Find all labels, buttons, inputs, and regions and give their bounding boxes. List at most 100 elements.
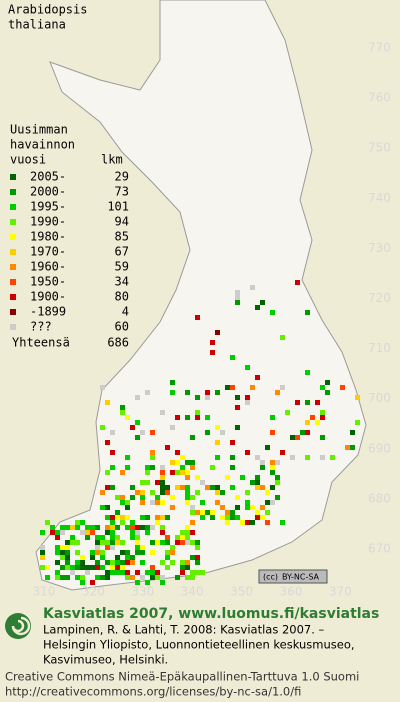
occurrence-square <box>185 560 190 565</box>
occurrence-square <box>270 430 275 435</box>
occurrence-square <box>105 440 110 445</box>
occurrence-square <box>105 575 110 580</box>
occurrence-square <box>110 525 115 530</box>
occurrence-square <box>120 520 125 525</box>
occurrence-square <box>120 550 125 555</box>
occurrence-square <box>105 485 110 490</box>
occurrence-square <box>75 575 80 580</box>
occurrence-square <box>180 470 185 475</box>
legend-heading: Uusimman <box>10 123 68 137</box>
occurrence-square <box>255 375 260 380</box>
occurrence-square <box>260 505 265 510</box>
occurrence-square <box>215 485 220 490</box>
grid-y-label: 680 <box>368 491 391 505</box>
occurrence-square <box>125 550 130 555</box>
legend-label: -1899 <box>30 305 66 319</box>
occurrence-square <box>75 565 80 570</box>
badge-cc: (cc) <box>263 573 278 582</box>
occurrence-square <box>100 535 105 540</box>
grid-y-label: 770 <box>368 41 391 55</box>
legend-label: 1950- <box>30 275 66 289</box>
grid-x-label: 340 <box>181 585 204 599</box>
occurrence-square <box>215 390 220 395</box>
occurrence-square <box>155 520 160 525</box>
citation-line: Kasvimuseo, Helsinki. <box>43 653 168 667</box>
legend-count: 85 <box>115 230 129 244</box>
legend-label: 1980- <box>30 230 66 244</box>
occurrence-square <box>265 490 270 495</box>
occurrence-square <box>125 515 130 520</box>
occurrence-square <box>110 560 115 565</box>
occurrence-square <box>210 350 215 355</box>
occurrence-square <box>100 550 105 555</box>
occurrence-square <box>215 330 220 335</box>
occurrence-square <box>170 390 175 395</box>
legend-swatch <box>10 279 16 285</box>
occurrence-square <box>185 540 190 545</box>
occurrence-square <box>65 550 70 555</box>
occurrence-square <box>190 555 195 560</box>
occurrence-square <box>155 515 160 520</box>
occurrence-square <box>225 385 230 390</box>
occurrence-square <box>250 385 255 390</box>
occurrence-square <box>60 545 65 550</box>
occurrence-square <box>330 455 335 460</box>
occurrence-square <box>235 425 240 430</box>
occurrence-square <box>175 535 180 540</box>
occurrence-square <box>220 490 225 495</box>
occurrence-square <box>160 485 165 490</box>
occurrence-square <box>40 550 45 555</box>
occurrence-square <box>115 540 120 545</box>
occurrence-square <box>125 570 130 575</box>
occurrence-square <box>130 485 135 490</box>
legend-label: 1900- <box>30 290 66 304</box>
occurrence-square <box>70 570 75 575</box>
occurrence-square <box>310 415 315 420</box>
legend-heading: vuosi <box>10 153 46 167</box>
occurrence-square <box>180 565 185 570</box>
occurrence-square <box>280 450 285 455</box>
occurrence-square <box>195 315 200 320</box>
legend-swatch <box>10 249 16 255</box>
occurrence-square <box>115 525 120 530</box>
logo <box>5 613 31 639</box>
grid-y-label: 700 <box>368 391 391 405</box>
occurrence-square <box>65 525 70 530</box>
occurrence-square <box>245 500 250 505</box>
occurrence-square <box>300 430 305 435</box>
occurrence-square <box>170 505 175 510</box>
occurrence-square <box>95 550 100 555</box>
occurrence-square <box>165 535 170 540</box>
occurrence-square <box>170 380 175 385</box>
occurrence-square <box>225 515 230 520</box>
occurrence-square <box>115 495 120 500</box>
occurrence-square <box>150 565 155 570</box>
occurrence-square <box>270 465 275 470</box>
occurrence-square <box>185 535 190 540</box>
legend-label: 1960- <box>30 260 66 274</box>
occurrence-square <box>270 310 275 315</box>
legend-label: 1970- <box>30 245 66 259</box>
occurrence-square <box>105 505 110 510</box>
occurrence-square <box>130 525 135 530</box>
occurrence-square <box>195 475 200 480</box>
occurrence-square <box>225 510 230 515</box>
occurrence-square <box>60 565 65 570</box>
occurrence-square <box>225 475 230 480</box>
occurrence-square <box>190 540 195 545</box>
occurrence-square <box>185 500 190 505</box>
occurrence-square <box>220 430 225 435</box>
occurrence-square <box>75 550 80 555</box>
occurrence-square <box>180 560 185 565</box>
occurrence-square <box>160 575 165 580</box>
occurrence-square <box>260 300 265 305</box>
occurrence-square <box>265 520 270 525</box>
legend-count: 29 <box>115 170 129 184</box>
occurrence-square <box>135 420 140 425</box>
occurrence-square <box>190 530 195 535</box>
occurrence-square <box>50 525 55 530</box>
occurrence-square <box>120 495 125 500</box>
occurrence-square <box>100 565 105 570</box>
occurrence-square <box>165 485 170 490</box>
